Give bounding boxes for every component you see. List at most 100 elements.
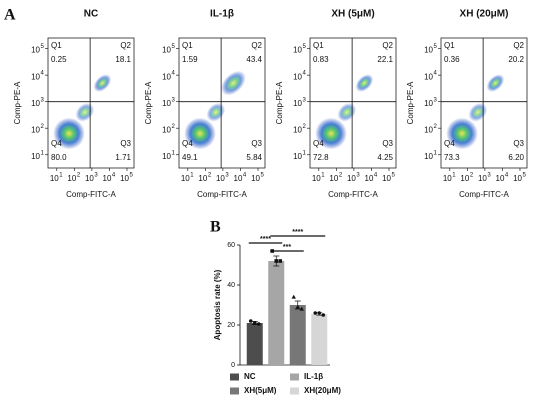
- density-cloud: [355, 74, 374, 92]
- quadrant-value: 0.36: [444, 55, 460, 64]
- quadrant-value: 49.1: [182, 153, 198, 162]
- density-cloud: [486, 74, 505, 92]
- x-tick-base: 10: [347, 174, 356, 183]
- x-tick-base: 10: [85, 174, 94, 183]
- bar: [289, 305, 306, 365]
- x-axis-label: Comp-FITC-A: [459, 190, 509, 199]
- quadrant-value: 80.0: [51, 153, 67, 162]
- legend-swatch: [290, 373, 299, 381]
- x-tick-exp: 1: [59, 173, 63, 179]
- plot-title: NC: [84, 9, 98, 20]
- y-tick-exp: 2: [172, 124, 176, 130]
- y-tick-label: 20: [227, 322, 235, 329]
- quadrant-name: Q3: [513, 139, 524, 148]
- x-tick-exp: 1: [321, 173, 325, 179]
- data-point: [278, 259, 283, 263]
- x-tick-exp: 4: [505, 173, 509, 179]
- x-tick-exp: 5: [129, 173, 133, 179]
- panel-letter: A: [4, 7, 16, 24]
- quadrant-value: 5.84: [246, 153, 262, 162]
- quadrant-name: Q1: [51, 41, 62, 50]
- y-tick-base: 10: [31, 46, 40, 55]
- data-point: [299, 306, 304, 311]
- significance-label: ****: [292, 229, 303, 236]
- density-cloud: [206, 102, 226, 122]
- quadrant-name: Q3: [382, 139, 393, 148]
- y-tick-base: 10: [424, 46, 433, 55]
- x-tick-base: 10: [234, 174, 243, 183]
- x-tick-base: 10: [251, 174, 260, 183]
- quadrant-value: 20.2: [508, 55, 524, 64]
- y-tick-base: 10: [424, 125, 433, 134]
- density-cloud: [221, 70, 246, 96]
- quadrant-name: Q2: [251, 41, 262, 50]
- y-tick-exp: 5: [172, 44, 176, 50]
- x-tick-exp: 3: [225, 173, 229, 179]
- y-axis-label: Comp-PE-A: [144, 81, 153, 124]
- x-tick-exp: 4: [112, 173, 116, 179]
- y-tick-exp: 1: [172, 150, 176, 156]
- plot-title: IL-1β: [210, 9, 234, 20]
- significance-label: ***: [283, 244, 291, 251]
- data-point: [252, 321, 257, 325]
- data-point: [317, 311, 322, 315]
- quadrant-name: Q4: [444, 139, 455, 148]
- panel-letter: B: [210, 219, 221, 236]
- density-cloud: [446, 117, 478, 150]
- x-tick-base: 10: [460, 174, 469, 183]
- x-tick-exp: 4: [243, 173, 247, 179]
- density-cloud: [315, 117, 347, 150]
- legend-label: XH(20μM): [304, 386, 341, 395]
- y-tick-exp: 4: [434, 71, 438, 77]
- y-tick-base: 10: [293, 72, 302, 81]
- x-tick-base: 10: [478, 174, 487, 183]
- x-tick-base: 10: [216, 174, 225, 183]
- quadrant-name: Q4: [182, 139, 193, 148]
- y-tick-exp: 4: [172, 71, 176, 77]
- x-tick-exp: 1: [190, 173, 194, 179]
- quadrant-value: 1.71: [115, 153, 131, 162]
- x-axis-label: Comp-FITC-A: [328, 190, 378, 199]
- data-point: [274, 259, 279, 263]
- quadrant-name: Q2: [120, 41, 131, 50]
- x-axis-label: Comp-FITC-A: [197, 190, 247, 199]
- quadrant-value: 73.3: [444, 153, 460, 162]
- x-tick-base: 10: [513, 174, 522, 183]
- x-tick-exp: 5: [260, 173, 264, 179]
- quadrant-name: Q3: [120, 139, 131, 148]
- plot-frame: [47, 37, 135, 169]
- y-tick-base: 10: [424, 99, 433, 108]
- y-tick-base: 10: [293, 152, 302, 161]
- x-tick-exp: 2: [470, 173, 474, 179]
- y-tick-exp: 3: [172, 97, 176, 103]
- y-tick-base: 10: [162, 72, 171, 81]
- y-tick-base: 10: [293, 125, 302, 134]
- y-tick-exp: 1: [303, 150, 307, 156]
- legend-label: XH(5μM): [244, 386, 277, 395]
- x-tick-exp: 5: [522, 173, 526, 179]
- x-tick-exp: 3: [356, 173, 360, 179]
- y-tick-exp: 3: [303, 97, 307, 103]
- plot-title: XH (5μM): [331, 9, 374, 20]
- y-tick-base: 10: [162, 152, 171, 161]
- quadrant-name: Q2: [513, 41, 524, 50]
- legend-label: NC: [244, 372, 256, 381]
- x-tick-base: 10: [496, 174, 505, 183]
- y-tick-label: 60: [227, 242, 235, 249]
- legend-swatch: [230, 387, 239, 395]
- quadrant-value: 22.1: [377, 55, 393, 64]
- y-tick-base: 10: [424, 152, 433, 161]
- y-tick-exp: 3: [434, 97, 438, 103]
- legend-label: IL-1β: [304, 372, 323, 381]
- y-axis-label: Comp-PE-A: [406, 81, 415, 124]
- quadrant-name: Q1: [182, 41, 193, 50]
- quadrant-name: Q4: [51, 139, 62, 148]
- y-tick-exp: 5: [303, 44, 307, 50]
- plot-frame: [440, 37, 528, 169]
- y-tick-exp: 3: [41, 97, 45, 103]
- quadrant-name: Q4: [313, 139, 324, 148]
- data-point: [248, 319, 253, 323]
- y-tick-exp: 5: [434, 44, 438, 50]
- y-tick-base: 10: [162, 46, 171, 55]
- quadrant-name: Q1: [444, 41, 455, 50]
